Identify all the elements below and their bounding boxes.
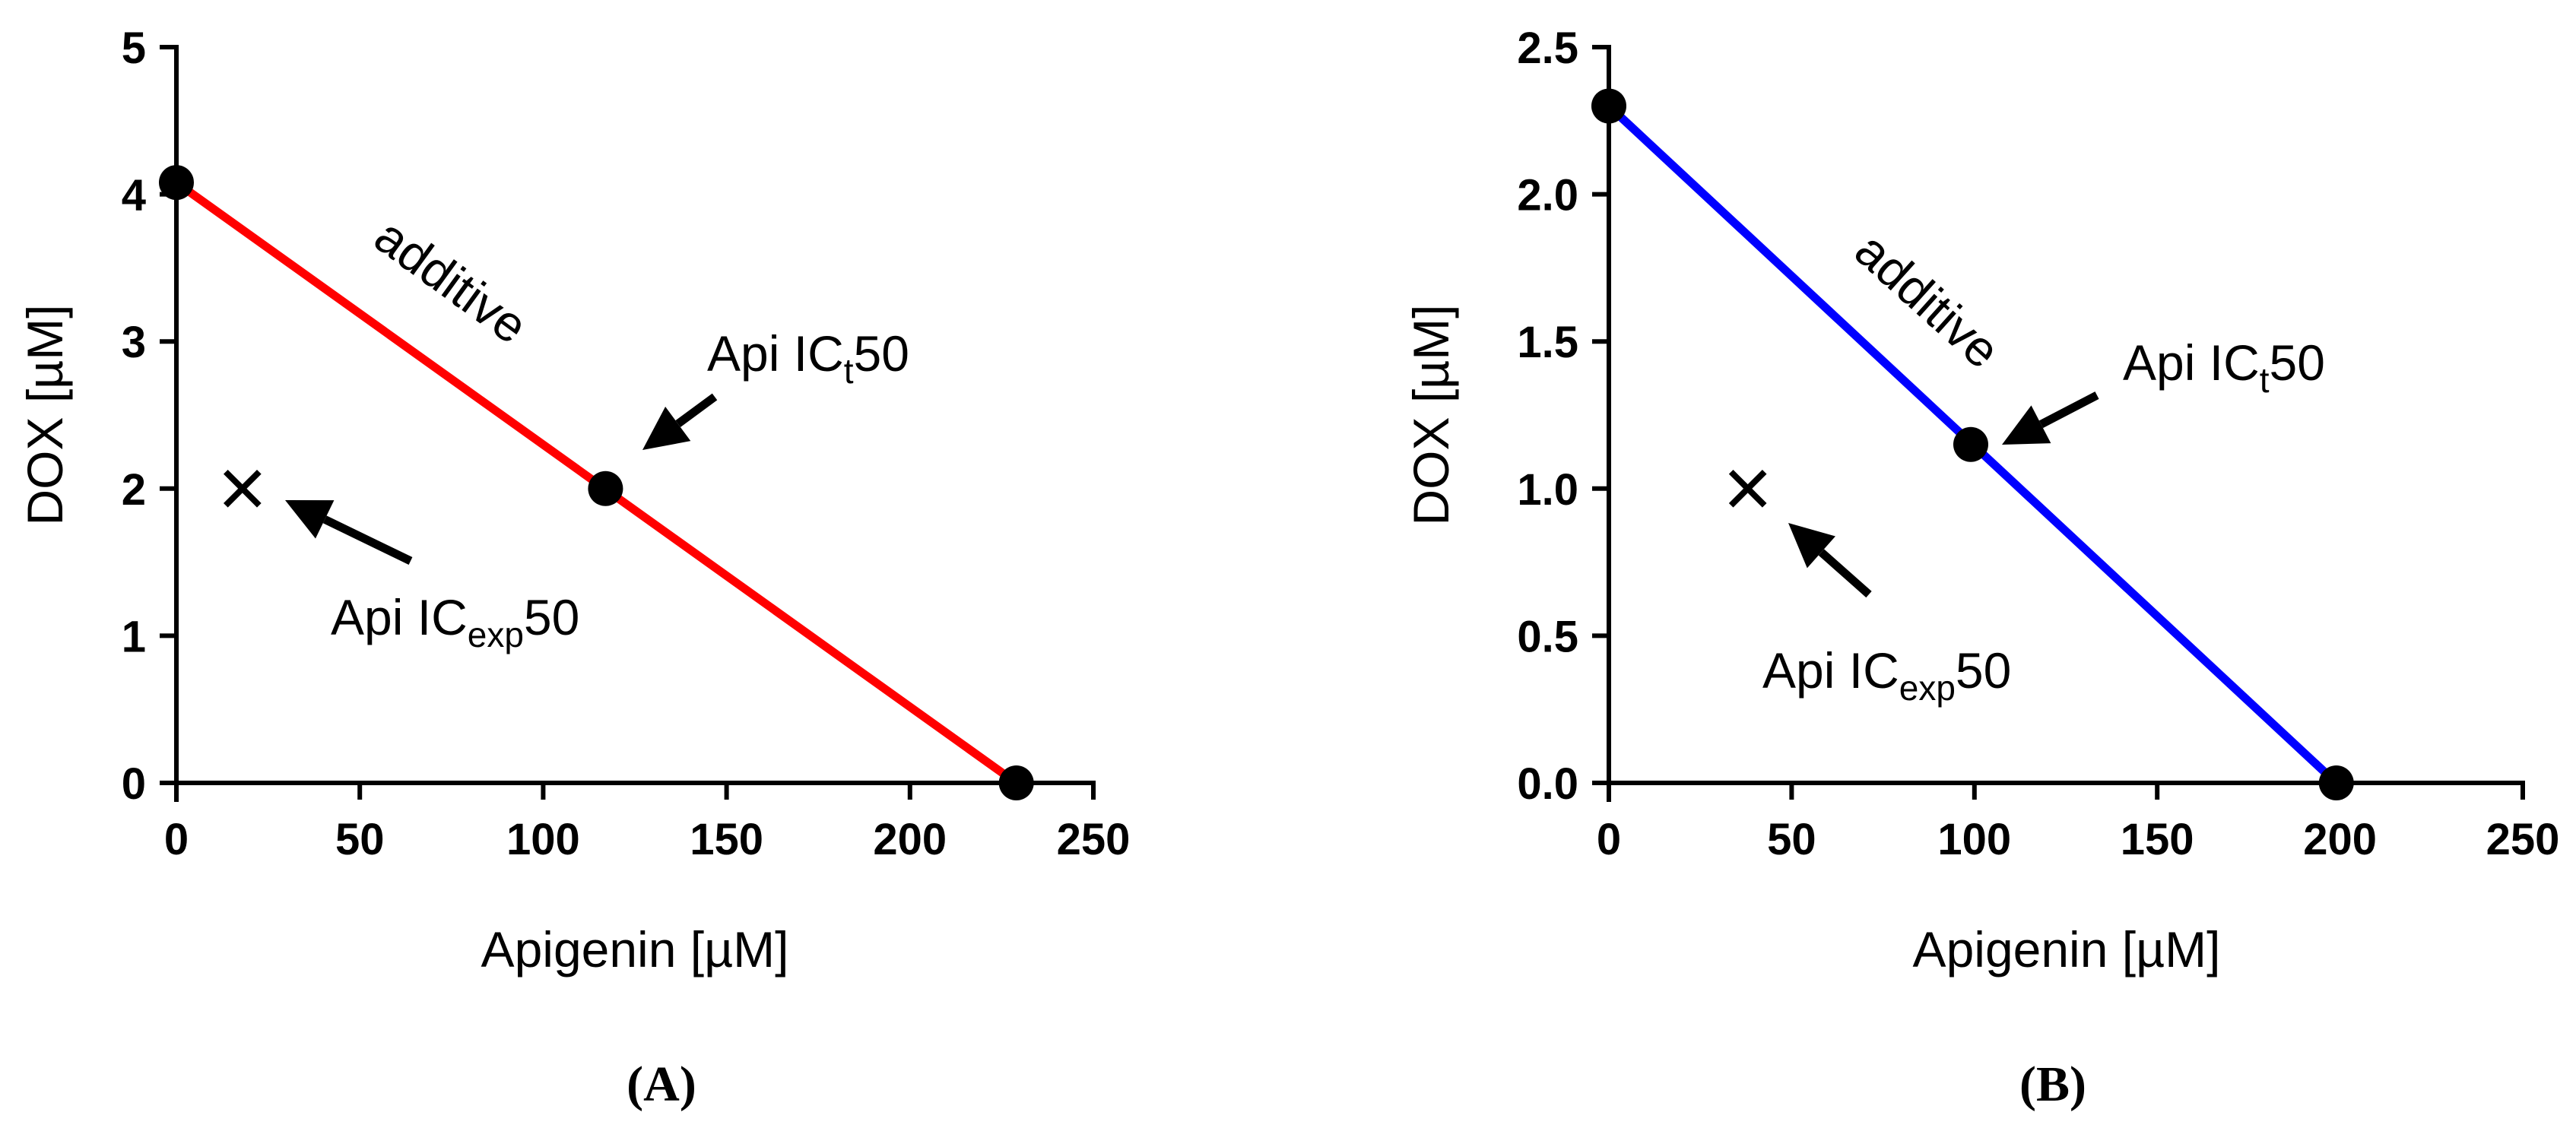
x-tick-label: 50 — [1767, 815, 1816, 864]
arrow-to-icexp50 — [285, 500, 413, 565]
api-ict50-label: Api ICt50 — [707, 325, 909, 391]
data-point — [1591, 88, 1626, 124]
x-axis-title: Apigenin [µM] — [481, 921, 789, 977]
y-axis-title: DOX [µM] — [1403, 304, 1459, 525]
arrow-shaft — [2038, 391, 2099, 429]
panel-label-letter: B — [2036, 1057, 2070, 1112]
api-ict50-label: Api ICt50 — [2123, 334, 2325, 400]
x-tick-label: 200 — [873, 815, 947, 864]
arrow-shaft — [675, 393, 718, 428]
arrow-head — [642, 407, 691, 450]
x-tick-label: 0 — [1597, 815, 1621, 864]
panel-label-letter: A — [643, 1057, 680, 1112]
arrow-head — [1788, 523, 1835, 569]
x-tick-label: 200 — [2303, 815, 2377, 864]
label-suffix: 50 — [1956, 642, 2011, 699]
panel-label: (A) — [627, 1057, 696, 1112]
label-text: Api IC — [1762, 642, 1899, 699]
x-tick-label: 150 — [2121, 815, 2194, 864]
label-text: Api IC — [331, 589, 468, 645]
arrow-head — [2002, 405, 2051, 445]
arrow-to-icexp50 — [1788, 523, 1872, 598]
label-subscript: exp — [1899, 668, 1956, 708]
panel-label-close: ) — [680, 1057, 696, 1112]
experimental-point-marker — [1728, 469, 1767, 508]
y-tick-label: 0.0 — [1517, 759, 1578, 809]
y-tick-label: 5 — [122, 24, 146, 73]
x-axis-title: Apigenin [µM] — [1913, 921, 2221, 977]
y-tick-label: 2.5 — [1517, 24, 1578, 73]
data-point — [2318, 765, 2354, 800]
arrow-head — [285, 500, 335, 539]
label-suffix: 50 — [854, 325, 909, 382]
panel-b-chart: 0 50 100 150 200 250 0.0 0.5 1.0 1.5 2.0 2.5 Apigeni… — [1403, 24, 2559, 1112]
api-icexp50-label: Api ICexp50 — [1762, 642, 2011, 708]
arrow-to-ict50 — [642, 393, 718, 450]
experimental-point-marker — [224, 469, 262, 508]
arrow-shaft — [322, 515, 413, 565]
y-tick-label: 4 — [122, 171, 146, 220]
marker-stroke — [224, 469, 262, 508]
y-tick-label: 2 — [122, 465, 146, 515]
label-text: Api IC — [707, 325, 844, 382]
label-subscript: exp — [468, 615, 524, 654]
y-tick-label: 0 — [122, 759, 146, 809]
data-point — [1953, 426, 1988, 462]
api-icexp50-label: Api ICexp50 — [331, 589, 579, 654]
panel-a-chart: 0 50 100 150 200 250 0 1 2 3 4 5 Apigenin [µM] DOX [µ… — [17, 24, 1130, 1112]
x-tick-label: 100 — [506, 815, 580, 864]
panel-label-open: ( — [627, 1057, 643, 1112]
arrow-shaft — [1818, 549, 1872, 598]
data-point — [159, 165, 194, 201]
panel-label: (B) — [2019, 1057, 2086, 1112]
label-subscript: t — [2260, 360, 2270, 400]
x-tick-label: 0 — [164, 815, 189, 864]
panel-label-open: ( — [2019, 1057, 2036, 1112]
panel-label-close: ) — [2070, 1057, 2086, 1112]
label-subscript: t — [844, 351, 854, 391]
arrow-to-ict50 — [2002, 391, 2099, 445]
x-tick-label: 250 — [2486, 815, 2560, 864]
marker-stroke — [1728, 469, 1767, 508]
data-point — [588, 471, 623, 506]
y-tick-label: 0.5 — [1517, 612, 1578, 661]
x-tick-label: 250 — [1057, 815, 1131, 864]
y-axis-title: DOX [µM] — [17, 304, 73, 525]
x-tick-label: 100 — [1937, 815, 2011, 864]
y-tick-label: 1.5 — [1517, 318, 1578, 367]
y-tick-label: 1 — [122, 612, 146, 661]
y-tick-label: 1.0 — [1517, 465, 1578, 515]
label-suffix: 50 — [2270, 334, 2325, 391]
y-tick-label: 3 — [122, 318, 146, 367]
x-tick-label: 50 — [335, 815, 385, 864]
x-tick-label: 150 — [690, 815, 763, 864]
label-text: Api IC — [2123, 334, 2260, 391]
label-suffix: 50 — [524, 589, 579, 645]
y-tick-label: 2.0 — [1517, 171, 1578, 220]
additive-label: additive — [1845, 221, 2011, 379]
data-point — [998, 765, 1034, 800]
